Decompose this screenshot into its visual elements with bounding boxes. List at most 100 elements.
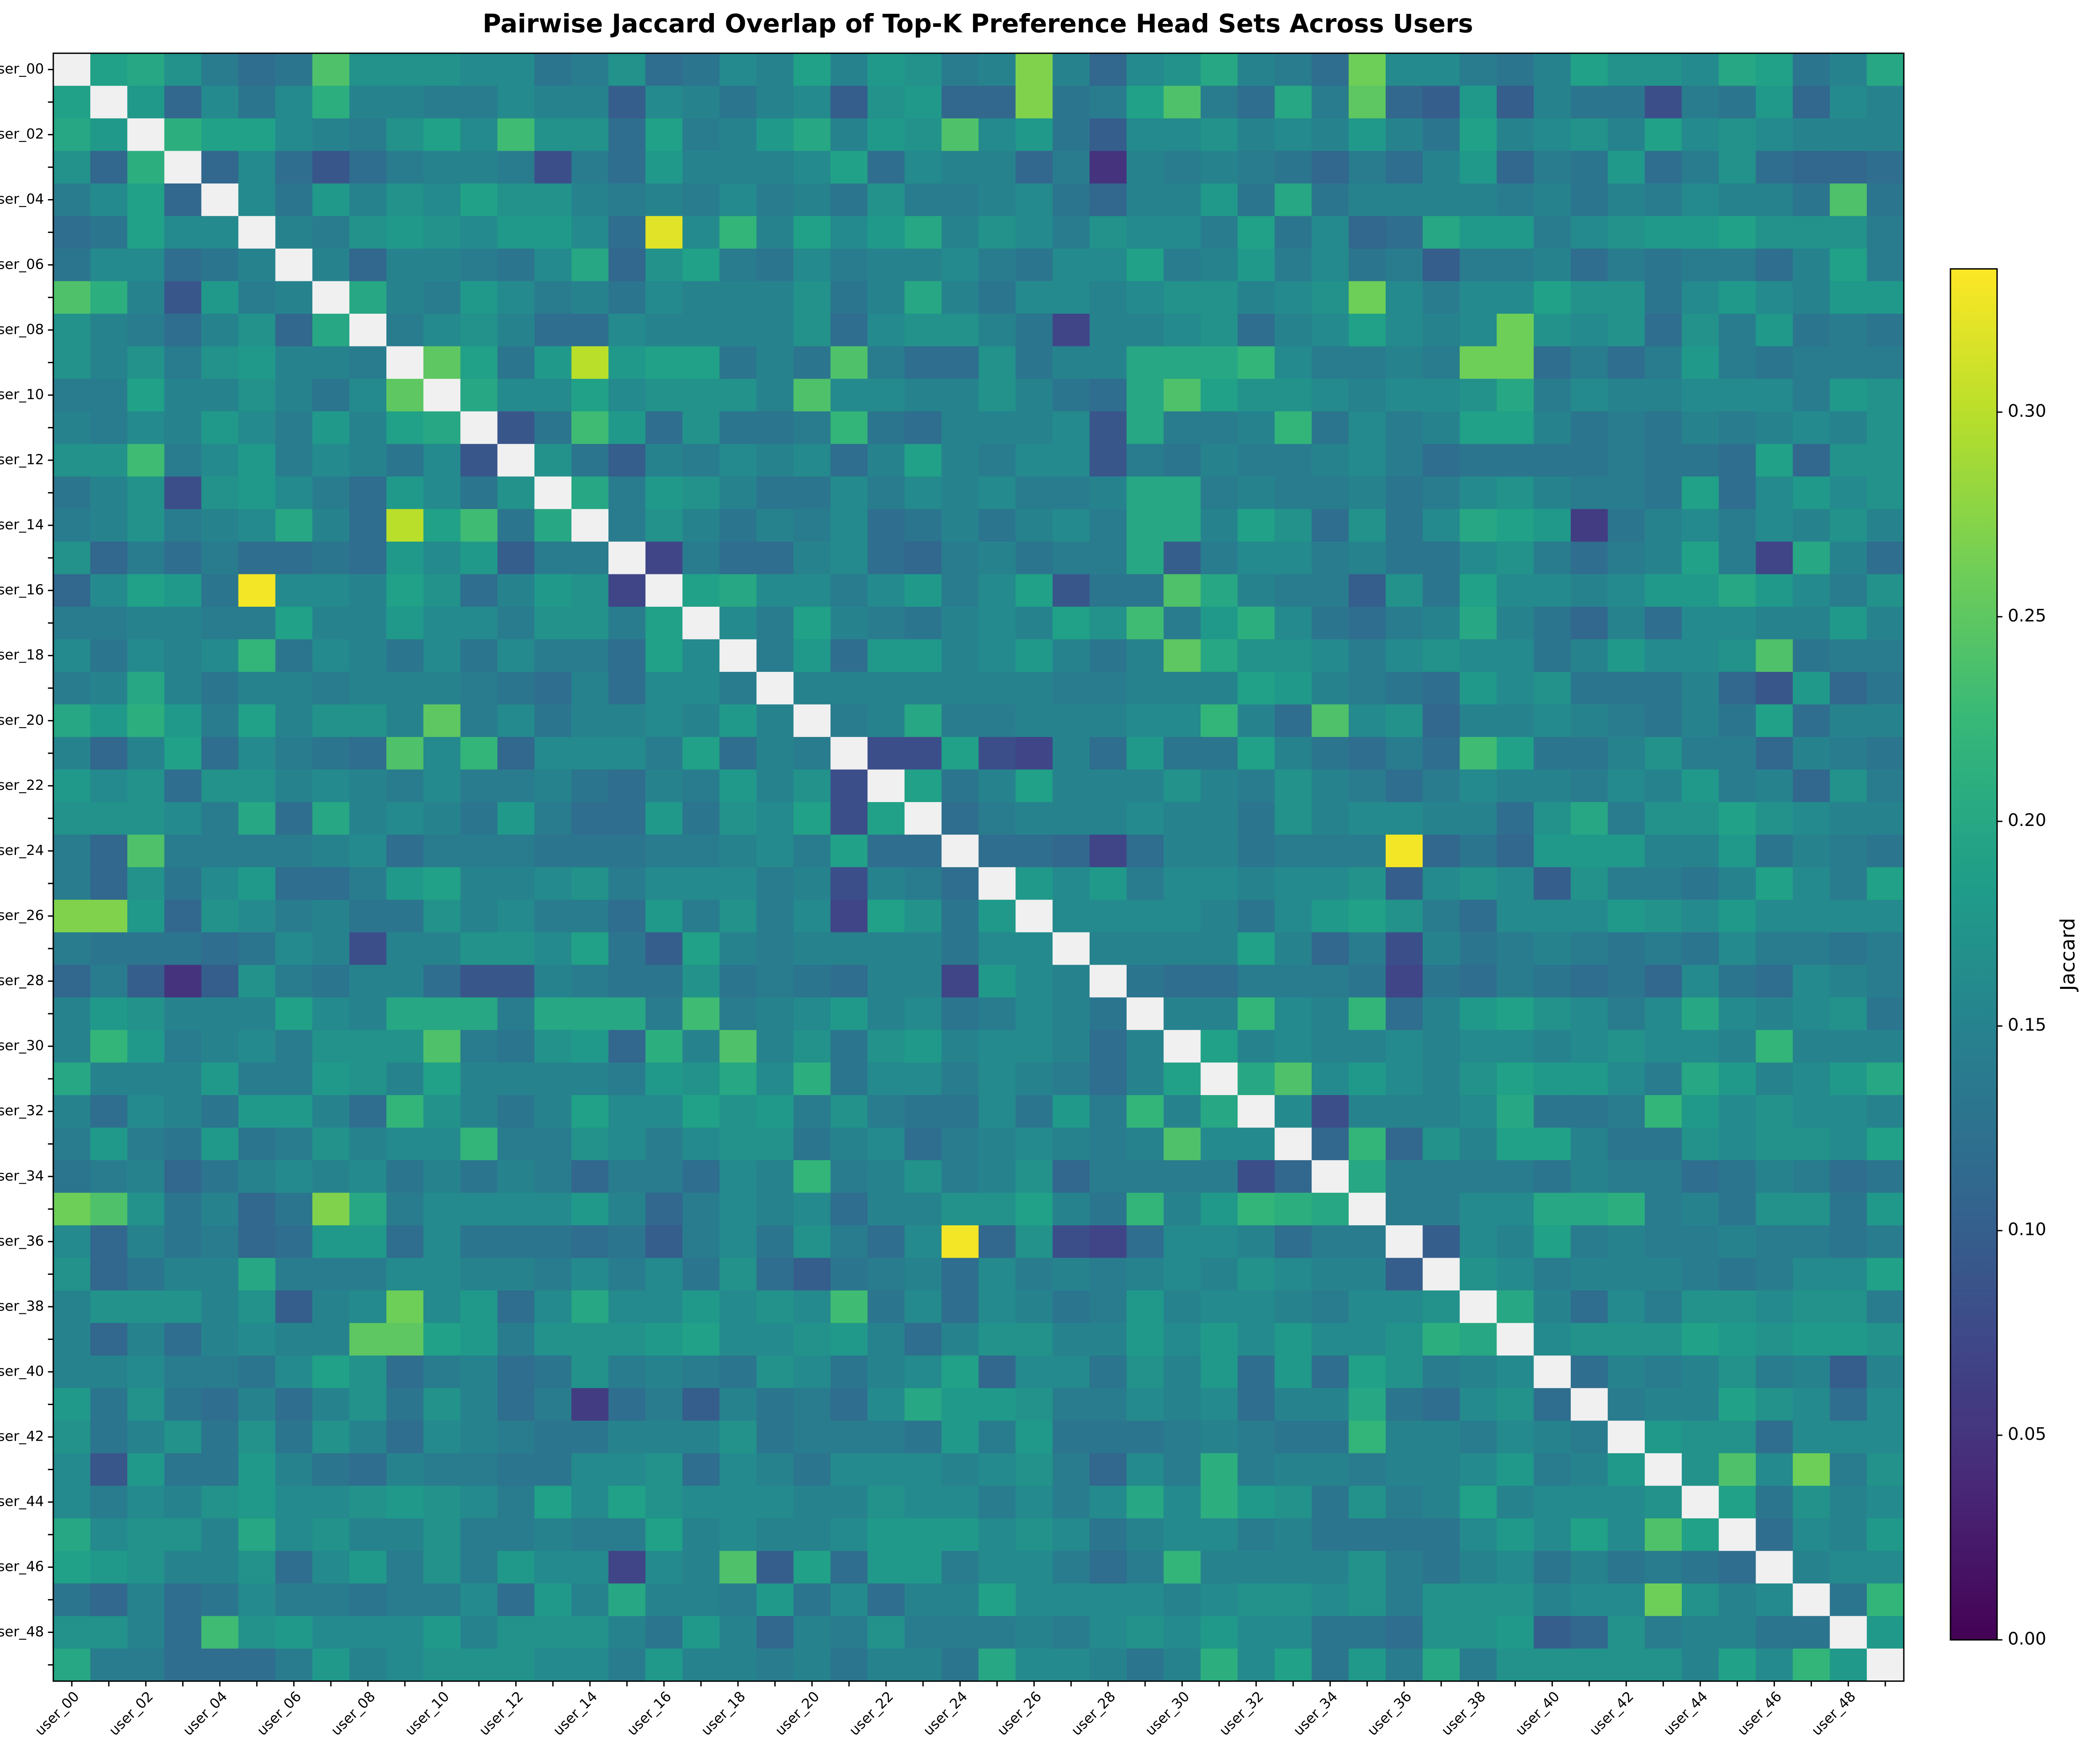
heatmap-cell bbox=[386, 281, 424, 315]
heatmap-cell bbox=[53, 1095, 91, 1128]
heatmap-cell bbox=[1756, 444, 1793, 477]
heatmap-cell bbox=[941, 183, 979, 217]
heatmap-cell bbox=[275, 639, 313, 673]
heatmap-cell bbox=[201, 1030, 239, 1063]
heatmap-cell bbox=[756, 639, 794, 673]
missing-cell bbox=[1719, 1518, 1756, 1552]
heatmap-cell bbox=[941, 151, 979, 184]
heatmap-cell bbox=[423, 1421, 461, 1454]
heatmap-cell bbox=[756, 606, 794, 640]
heatmap-cell bbox=[312, 639, 350, 673]
heatmap-cell bbox=[1089, 932, 1127, 966]
heatmap-cell bbox=[1866, 1355, 1905, 1389]
heatmap-cell bbox=[1127, 183, 1164, 217]
heatmap-cell bbox=[1348, 1258, 1387, 1291]
heatmap-cell bbox=[1719, 86, 1756, 119]
heatmap-cell bbox=[719, 281, 757, 315]
heatmap-cell bbox=[1052, 1486, 1090, 1519]
heatmap-cell bbox=[349, 932, 387, 966]
heatmap-cell bbox=[386, 997, 424, 1031]
heatmap-cell bbox=[423, 1258, 461, 1291]
heatmap-cell bbox=[1237, 965, 1275, 998]
heatmap-cell bbox=[978, 1616, 1016, 1649]
heatmap-cell bbox=[386, 183, 424, 217]
heatmap-cell bbox=[793, 1355, 831, 1389]
heatmap-cell bbox=[349, 1160, 387, 1193]
heatmap-cell bbox=[608, 899, 646, 933]
heatmap-cell bbox=[1274, 314, 1312, 347]
heatmap-cell bbox=[1497, 704, 1534, 738]
heatmap-cell bbox=[1423, 1225, 1460, 1258]
heatmap-cell bbox=[238, 574, 276, 608]
heatmap-cell bbox=[1348, 1355, 1387, 1389]
heatmap-cell bbox=[645, 704, 683, 738]
heatmap-cell bbox=[386, 1616, 424, 1649]
heatmap-cell bbox=[1497, 1453, 1534, 1486]
heatmap-cell bbox=[978, 281, 1016, 315]
heatmap-cell bbox=[312, 509, 350, 543]
heatmap-cell bbox=[1015, 379, 1053, 412]
heatmap-cell bbox=[460, 1225, 498, 1258]
heatmap-cell bbox=[1311, 899, 1350, 933]
heatmap-cell bbox=[1015, 1616, 1053, 1649]
heatmap-cell bbox=[793, 606, 831, 640]
heatmap-cell bbox=[1385, 411, 1423, 445]
heatmap-cell bbox=[1682, 1453, 1719, 1486]
heatmap-cell bbox=[164, 1127, 202, 1161]
heatmap-cell bbox=[497, 1323, 535, 1356]
heatmap-cell bbox=[719, 802, 757, 835]
heatmap-cell bbox=[1756, 1649, 1793, 1682]
heatmap-cell bbox=[1423, 574, 1460, 608]
heatmap-cell bbox=[1164, 769, 1201, 803]
heatmap-cell bbox=[164, 346, 202, 380]
heatmap-cell bbox=[1052, 476, 1090, 510]
heatmap-cell bbox=[1644, 1193, 1683, 1226]
heatmap-cell bbox=[1015, 314, 1053, 347]
heatmap-cell bbox=[201, 639, 239, 673]
heatmap-cell bbox=[1719, 1323, 1756, 1356]
heatmap-cell bbox=[1607, 574, 1646, 608]
heatmap-cell bbox=[1866, 834, 1905, 868]
heatmap-cell bbox=[978, 1518, 1016, 1552]
heatmap-cell bbox=[201, 802, 239, 835]
heatmap-cell bbox=[1237, 1258, 1275, 1291]
heatmap-cell bbox=[1644, 606, 1683, 640]
heatmap-cell bbox=[1127, 1095, 1164, 1128]
heatmap-cell bbox=[1237, 574, 1275, 608]
heatmap-cell bbox=[793, 346, 831, 380]
heatmap-cell bbox=[1497, 606, 1534, 640]
heatmap-cell bbox=[1533, 183, 1571, 217]
heatmap-cell bbox=[1164, 1649, 1201, 1682]
heatmap-cell bbox=[1237, 769, 1275, 803]
heatmap-cell bbox=[164, 834, 202, 868]
heatmap-cell bbox=[645, 411, 683, 445]
heatmap-cell bbox=[1089, 183, 1127, 217]
heatmap-cell bbox=[1015, 281, 1053, 315]
heatmap-cell bbox=[904, 1095, 942, 1128]
heatmap-cell bbox=[497, 1030, 535, 1063]
heatmap-cell bbox=[1756, 1583, 1793, 1617]
heatmap-cell bbox=[1533, 379, 1571, 412]
heatmap-cell bbox=[830, 1258, 868, 1291]
heatmap-cell bbox=[497, 639, 535, 673]
heatmap-cell bbox=[1570, 1290, 1609, 1324]
heatmap-cell bbox=[904, 411, 942, 445]
x-tick-label: user_46 bbox=[1734, 1688, 1785, 1739]
heatmap-cell bbox=[1348, 86, 1387, 119]
heatmap-cell bbox=[571, 118, 609, 152]
heatmap-cell bbox=[90, 802, 128, 835]
heatmap-cell bbox=[1237, 249, 1275, 282]
heatmap-cell bbox=[1719, 53, 1756, 86]
heatmap-cell bbox=[1164, 1095, 1201, 1128]
heatmap-cell bbox=[1607, 867, 1646, 901]
heatmap-cell bbox=[1052, 574, 1090, 608]
heatmap-cell bbox=[1866, 1127, 1905, 1161]
heatmap-cell bbox=[1830, 704, 1868, 738]
heatmap-cell bbox=[497, 1649, 535, 1682]
heatmap-cell bbox=[1533, 639, 1571, 673]
heatmap-cell bbox=[1533, 1225, 1571, 1258]
heatmap-cell bbox=[1052, 606, 1090, 640]
heatmap-cell bbox=[1089, 1030, 1127, 1063]
heatmap-cell bbox=[1200, 1551, 1238, 1584]
heatmap-cell bbox=[460, 997, 498, 1031]
